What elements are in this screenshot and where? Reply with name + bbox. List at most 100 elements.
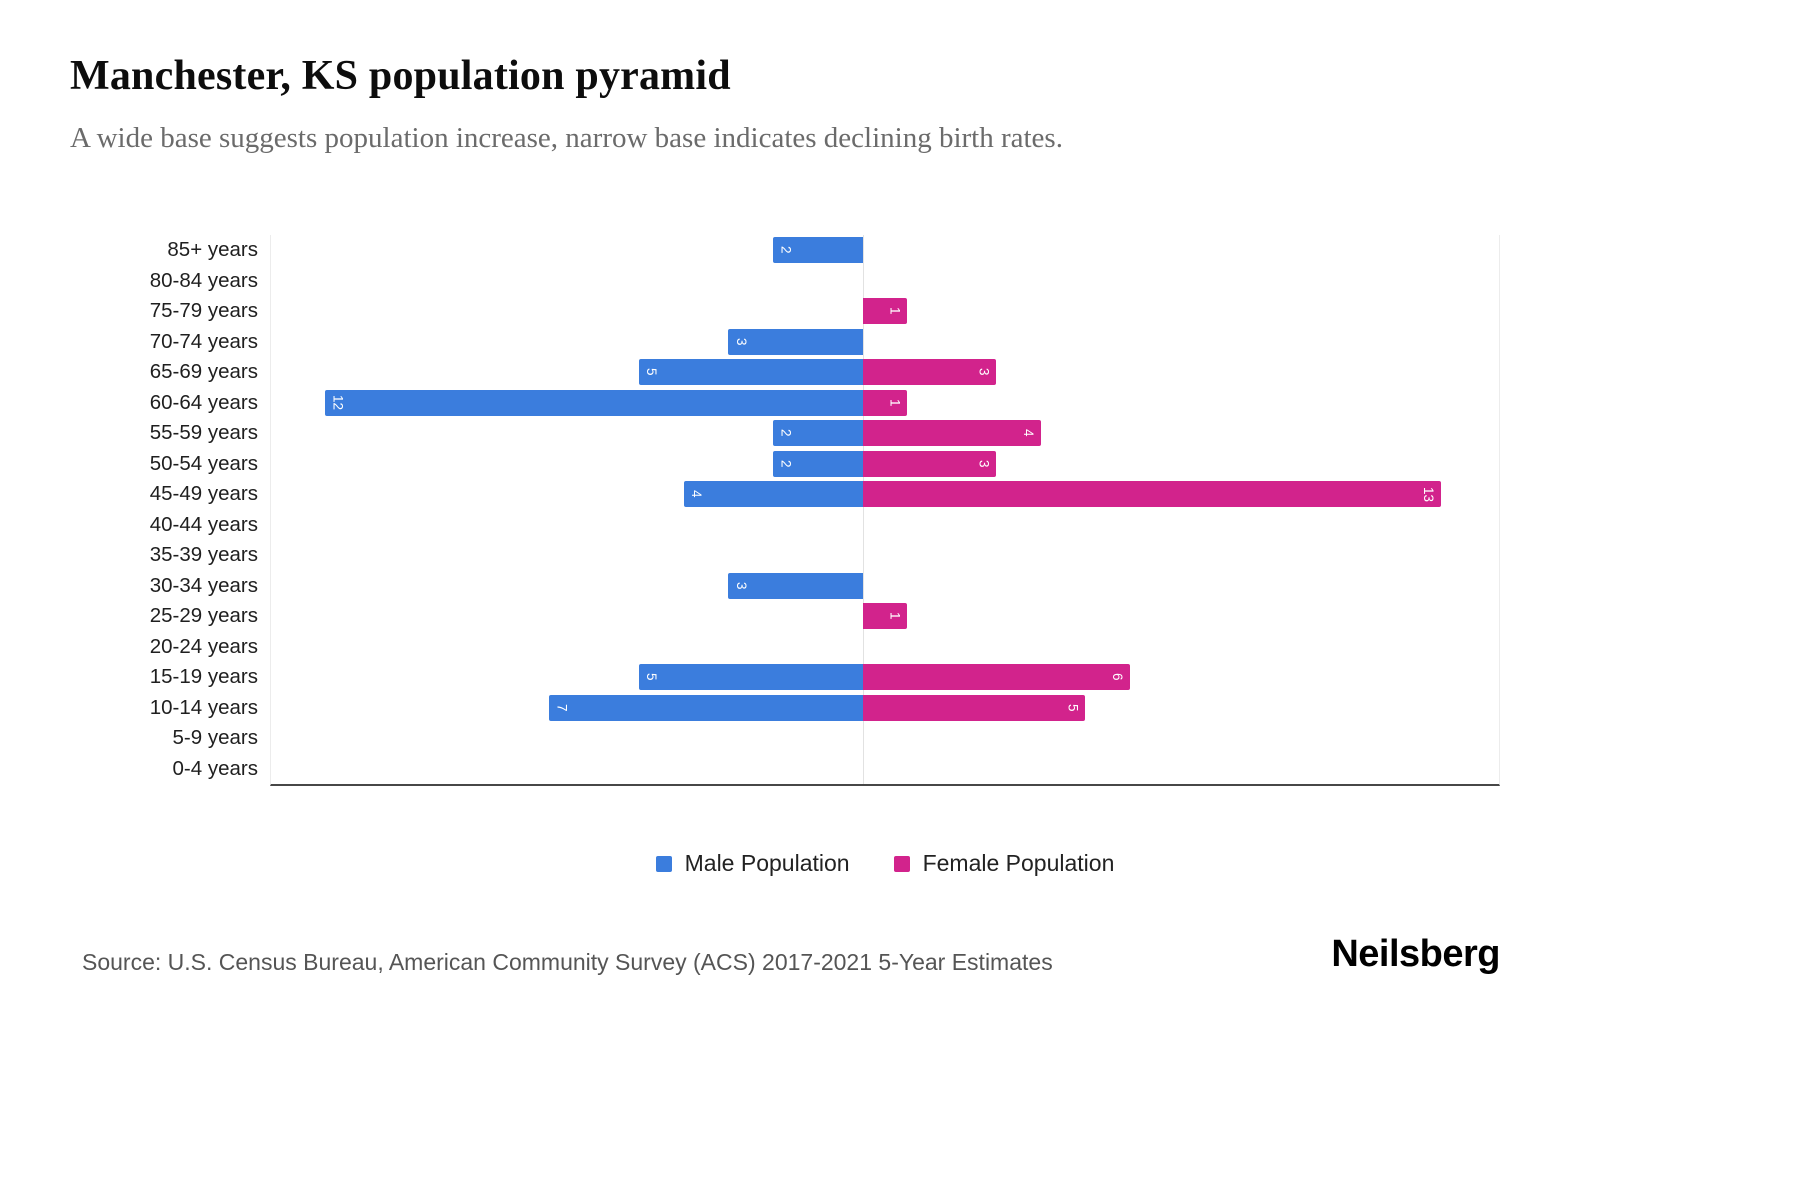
- bar-value-label: 2: [778, 459, 794, 468]
- age-label: 55-59 years: [149, 421, 258, 445]
- source-text: Source: U.S. Census Bureau, American Com…: [82, 949, 1053, 975]
- female-bar[interactable]: 5: [862, 694, 1086, 721]
- age-label: 35-39 years: [149, 543, 258, 567]
- female-half: 1: [862, 296, 1499, 327]
- chart-legend: Male Population Female Population: [270, 850, 1500, 877]
- pyramid-row: 3: [271, 571, 1499, 602]
- age-label: 65-69 years: [149, 360, 258, 384]
- male-bar[interactable]: 7: [549, 694, 863, 721]
- pyramid-row: [271, 540, 1499, 571]
- age-label: 85+ years: [167, 238, 258, 262]
- male-bar[interactable]: 2: [773, 237, 863, 264]
- male-half: 12: [271, 388, 863, 419]
- bar-value-label: 13: [1421, 486, 1437, 502]
- bar-value-label: 1: [887, 307, 903, 315]
- male-half: 5: [271, 357, 863, 388]
- pyramid-row: [271, 754, 1499, 785]
- legend-item-female: Female Population: [893, 850, 1115, 877]
- bar-value-label: 7: [554, 703, 570, 712]
- female-bar[interactable]: 3: [862, 450, 997, 477]
- brand-logo: Neilsberg: [1331, 933, 1500, 975]
- bar-value-label: 5: [644, 368, 660, 376]
- male-half: 5: [271, 662, 863, 693]
- female-half: [863, 327, 1499, 358]
- male-bar[interactable]: 3: [728, 328, 863, 355]
- female-bar[interactable]: 1: [862, 389, 908, 416]
- bar-value-label: 12: [330, 395, 346, 411]
- age-label: 50-54 years: [149, 451, 258, 475]
- male-half: [271, 296, 863, 327]
- male-half: 7: [271, 693, 863, 724]
- male-bar[interactable]: 3: [728, 572, 863, 599]
- female-bar[interactable]: 4: [862, 420, 1041, 447]
- chart-title: Manchester, KS population pyramid: [70, 53, 731, 99]
- male-bar[interactable]: 2: [773, 450, 863, 477]
- male-half: 3: [271, 571, 863, 602]
- female-bar[interactable]: 3: [862, 359, 997, 386]
- female-half: [863, 723, 1499, 754]
- male-bar[interactable]: 12: [324, 389, 863, 416]
- bar-value-label: 1: [887, 398, 903, 407]
- bar-value-label: 1: [887, 612, 903, 620]
- female-half: 1: [862, 601, 1499, 632]
- age-label: 15-19 years: [149, 665, 258, 689]
- female-bar[interactable]: 1: [862, 603, 908, 630]
- pyramid-row: [271, 723, 1499, 754]
- female-half: [863, 632, 1499, 663]
- male-half: [271, 632, 863, 663]
- female-half: [863, 754, 1499, 785]
- pyramid-row: [271, 510, 1499, 541]
- plot-area: 2 1 3 5 3 12 1 2 4 2 3 4 13 3 1 5 6 7 5: [270, 235, 1500, 786]
- male-legend-swatch: [655, 855, 672, 872]
- male-bar[interactable]: 4: [683, 481, 863, 508]
- female-bar[interactable]: 1: [862, 298, 908, 325]
- chart-subtitle: A wide base suggests population increase…: [70, 122, 1063, 154]
- female-half: 3: [862, 357, 1499, 388]
- female-half: 13: [862, 479, 1499, 510]
- bar-value-label: 4: [1020, 429, 1036, 437]
- pyramid-row: 12 1: [271, 388, 1499, 419]
- female-half: 3: [862, 449, 1499, 480]
- pyramid-row: 1: [271, 601, 1499, 632]
- age-label: 25-29 years: [149, 604, 258, 628]
- age-label: 70-74 years: [149, 329, 258, 353]
- male-half: 2: [271, 418, 863, 449]
- female-half: [863, 235, 1499, 266]
- bar-value-label: 5: [644, 673, 660, 681]
- age-label: 45-49 years: [149, 482, 258, 506]
- age-axis: 85+ years 80-84 years 75-79 years 70-74 yea…: [70, 235, 270, 786]
- chart-footer: Source: U.S. Census Bureau, American Com…: [70, 933, 1500, 976]
- female-bar[interactable]: 6: [862, 664, 1130, 691]
- female-legend-swatch: [893, 855, 910, 872]
- pyramid-row: 3: [271, 327, 1499, 358]
- female-half: 1: [862, 388, 1499, 419]
- female-half: [863, 571, 1499, 602]
- female-half: [863, 510, 1499, 541]
- pyramid-row: 2: [271, 235, 1499, 266]
- bar-value-label: 3: [976, 368, 992, 376]
- male-bar[interactable]: 5: [638, 664, 863, 691]
- female-half: [863, 266, 1499, 297]
- legend-item-male: Male Population: [655, 850, 850, 877]
- male-half: 2: [271, 235, 863, 266]
- pyramid-row: [271, 632, 1499, 663]
- male-half: [271, 266, 863, 297]
- bar-value-label: 2: [778, 429, 794, 437]
- age-label: 75-79 years: [149, 299, 258, 323]
- female-legend-label: Female Population: [922, 850, 1115, 876]
- bar-value-label: 2: [778, 246, 794, 254]
- male-bar[interactable]: 2: [773, 420, 863, 447]
- female-half: 6: [862, 662, 1499, 693]
- population-pyramid-chart: 85+ years 80-84 years 75-79 years 70-74 yea…: [70, 235, 1500, 786]
- male-half: [271, 723, 863, 754]
- pyramid-row: [271, 266, 1499, 297]
- male-half: [271, 754, 863, 785]
- male-bar[interactable]: 5: [638, 359, 863, 386]
- age-label: 60-64 years: [149, 390, 258, 414]
- female-bar[interactable]: 13: [862, 481, 1442, 508]
- male-half: 3: [271, 327, 863, 358]
